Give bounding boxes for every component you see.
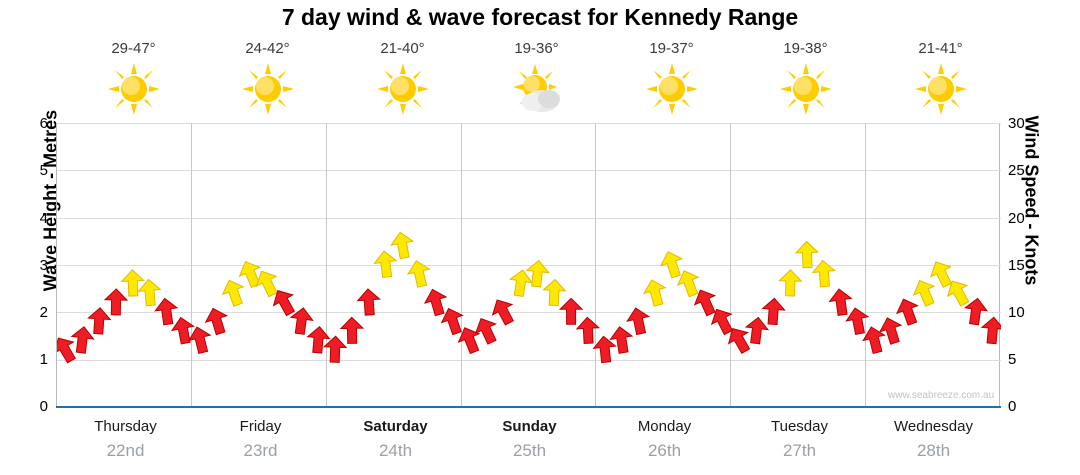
sunny-icon — [375, 61, 431, 117]
day-footer-3: Sunday 25th — [462, 418, 597, 461]
day-separator-2 — [326, 123, 327, 407]
gridline-2 — [57, 312, 1001, 313]
y-tick-left-3: 3 — [39, 257, 48, 274]
day-name: Monday — [637, 418, 692, 435]
sunny-icon — [913, 61, 969, 117]
day-separator-1 — [191, 123, 192, 407]
watermark: www.seabreeze.com.au — [888, 390, 995, 401]
day-header-4: 19-37° — [604, 40, 739, 122]
day-temp-range: 19-36° — [514, 40, 559, 57]
y-tick-left-1: 1 — [39, 351, 48, 368]
day-separator-3 — [461, 123, 462, 407]
y-tick-right-0: 0 — [1008, 398, 1017, 415]
y-tick-right-10: 10 — [1008, 304, 1025, 321]
partly-cloudy-icon — [509, 61, 565, 117]
day-temp-range: 19-37° — [649, 40, 694, 57]
day-separator-4 — [595, 123, 596, 407]
y-tick-right-30: 30 — [1008, 115, 1025, 132]
day-name: Thursday — [94, 418, 157, 435]
day-temp-range: 21-40° — [380, 40, 425, 57]
day-footer-2: Saturday 24th — [328, 418, 463, 461]
day-temp-range: 21-41° — [918, 40, 963, 57]
day-date: 23rd — [243, 441, 278, 460]
plot-area — [56, 123, 1001, 407]
sunny-icon — [240, 61, 296, 117]
y-tick-right-20: 20 — [1008, 210, 1025, 227]
day-separator-6 — [865, 123, 866, 407]
day-date: 26th — [647, 441, 682, 460]
sunny-icon — [778, 61, 834, 117]
gridline-4 — [57, 218, 1001, 219]
day-footer-0: Thursday 22nd — [58, 418, 193, 461]
day-temp-range: 29-47° — [111, 40, 156, 57]
y-tick-right-5: 5 — [1008, 351, 1017, 368]
day-date: 27th — [782, 441, 817, 460]
day-name: Wednesday — [894, 418, 973, 435]
day-header-6: 21-41° — [873, 40, 1008, 122]
gridline-1 — [57, 360, 1001, 361]
day-header-0: 29-47° — [66, 40, 201, 122]
day-footer-5: Tuesday 27th — [732, 418, 867, 461]
page-title: 7 day wind & wave forecast for Kennedy R… — [281, 4, 799, 30]
gridline-6 — [57, 123, 1001, 124]
y-tick-right-15: 15 — [1008, 257, 1025, 274]
day-date: 22nd — [106, 441, 145, 460]
day-footer-4: Monday 26th — [597, 418, 732, 461]
x-axis-line — [56, 406, 1001, 408]
day-header-2: 21-40° — [335, 40, 470, 122]
day-name: Tuesday — [771, 418, 828, 435]
wind-arrow-series — [57, 231, 1001, 364]
y-tick-left-0: 0 — [39, 398, 48, 415]
day-date: 25th — [512, 441, 547, 460]
day-name: Sunday — [502, 418, 557, 435]
y-tick-left-2: 2 — [39, 304, 48, 321]
y-tick-right-25: 25 — [1008, 162, 1025, 179]
sunny-icon — [644, 61, 700, 117]
y-tick-left-4: 4 — [39, 210, 48, 227]
gridline-5 — [57, 170, 1001, 171]
gridline-3 — [57, 265, 1001, 266]
day-footer-6: Wednesday 28th — [866, 418, 1001, 461]
day-date: 24th — [378, 441, 413, 460]
day-name: Saturday — [363, 418, 428, 435]
day-separator-5 — [730, 123, 731, 407]
day-header-3: 19-36° — [469, 40, 604, 122]
day-name: Friday — [239, 418, 282, 435]
day-date: 28th — [916, 441, 951, 460]
day-header-5: 19-38° — [738, 40, 873, 122]
y-tick-left-6: 6 — [39, 115, 48, 132]
sunny-icon — [106, 61, 162, 117]
day-footer-1: Friday 23rd — [193, 418, 328, 461]
day-temp-range: 24-42° — [245, 40, 290, 57]
day-header-1: 24-42° — [200, 40, 335, 122]
day-temp-range: 19-38° — [783, 40, 828, 57]
y-tick-left-5: 5 — [39, 162, 48, 179]
